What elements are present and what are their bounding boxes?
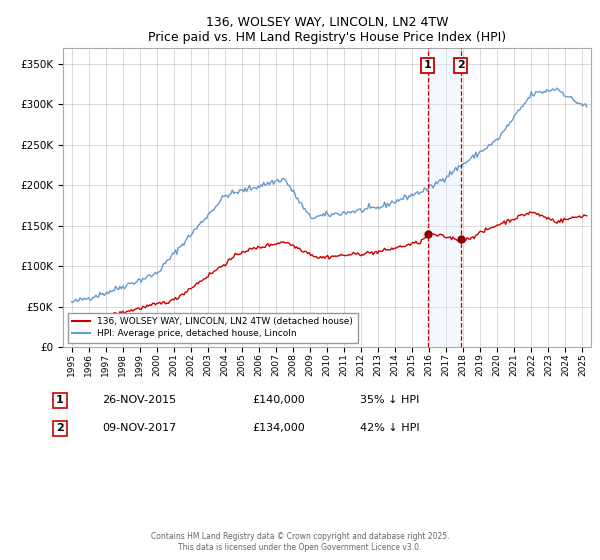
Text: 35% ↓ HPI: 35% ↓ HPI [360, 395, 419, 405]
Bar [428, 48, 461, 347]
Text: 2: 2 [457, 60, 465, 71]
Text: 2: 2 [56, 423, 64, 433]
Text: 1: 1 [424, 60, 431, 71]
Text: 42% ↓ HPI: 42% ↓ HPI [360, 423, 419, 433]
Text: 26-NOV-2015: 26-NOV-2015 [102, 395, 176, 405]
Legend: 136, WOLSEY WAY, LINCOLN, LN2 4TW (detached house), HPI: Average price, detached: 136, WOLSEY WAY, LINCOLN, LN2 4TW (detac… [68, 313, 358, 343]
Text: £134,000: £134,000 [252, 423, 305, 433]
Text: 09-NOV-2017: 09-NOV-2017 [102, 423, 176, 433]
Text: £140,000: £140,000 [252, 395, 305, 405]
Title: 136, WOLSEY WAY, LINCOLN, LN2 4TW
Price paid vs. HM Land Registry's House Price : 136, WOLSEY WAY, LINCOLN, LN2 4TW Price … [148, 16, 506, 44]
Text: 1: 1 [56, 395, 64, 405]
Text: Contains HM Land Registry data © Crown copyright and database right 2025.
This d: Contains HM Land Registry data © Crown c… [151, 532, 449, 552]
